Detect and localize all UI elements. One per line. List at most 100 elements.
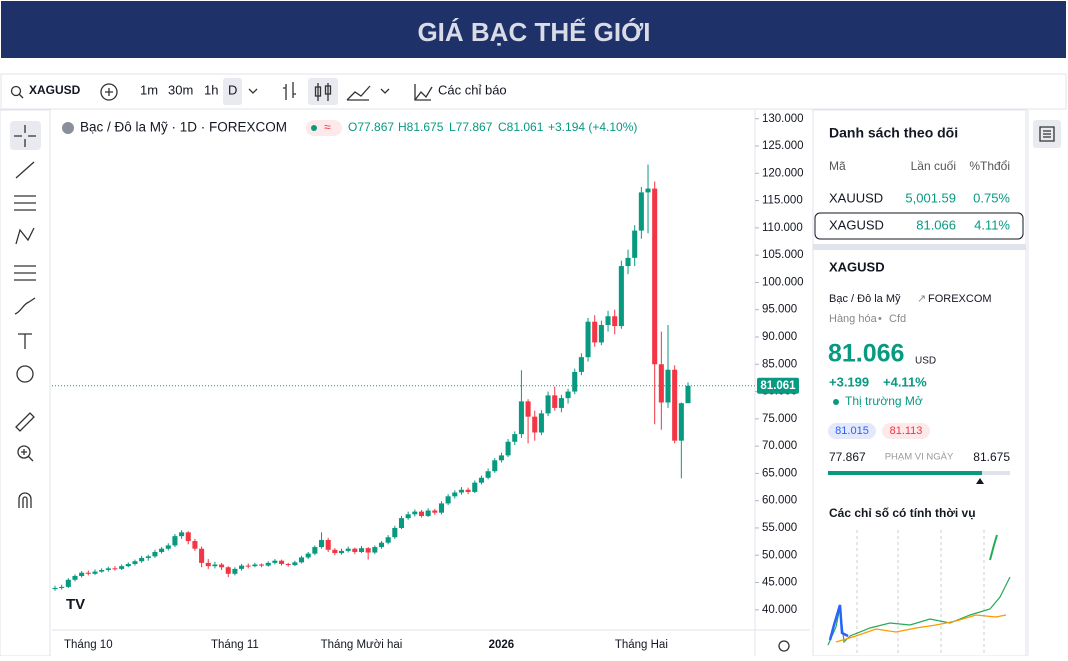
search-icon[interactable] xyxy=(10,85,22,97)
y-tick-label: 125.000 xyxy=(762,140,804,152)
bar-style[interactable] xyxy=(283,82,296,100)
candle-body xyxy=(392,527,398,538)
area-style[interactable] xyxy=(346,85,371,101)
candle-body xyxy=(92,571,98,574)
candle-body xyxy=(119,566,125,569)
candle-body xyxy=(452,492,458,497)
watch-symbol[interactable]: XAUUSD xyxy=(829,190,883,205)
candle-body xyxy=(618,266,624,327)
status-icon: ≈ xyxy=(324,120,331,134)
detail-exchange: FOREXCOM xyxy=(928,293,992,305)
detail-change: +3.199 xyxy=(829,374,869,389)
seasonal-title: Các chỉ số có tính thời vụ xyxy=(829,506,976,520)
candle-body xyxy=(685,385,691,404)
dropdown[interactable] xyxy=(248,88,258,94)
candle-body xyxy=(458,489,464,493)
column-header: %Thđổi xyxy=(969,159,1010,173)
candle-body xyxy=(199,548,205,563)
candle-style[interactable] xyxy=(308,78,338,105)
y-tick-label: 130.000 xyxy=(762,113,804,125)
settings[interactable] xyxy=(778,640,790,652)
tool-bar xyxy=(0,109,51,657)
candle-body xyxy=(105,568,111,570)
candle-body xyxy=(125,563,131,567)
candle-body xyxy=(518,401,524,435)
candle-body xyxy=(245,565,251,567)
candle-body xyxy=(59,586,65,588)
brush-tool[interactable] xyxy=(14,297,36,315)
status-dot xyxy=(833,399,839,405)
ruler-tool[interactable] xyxy=(15,412,35,432)
seasonal-grid xyxy=(856,530,985,656)
watch-selected[interactable] xyxy=(814,212,1024,240)
add-symbol[interactable] xyxy=(100,83,118,101)
watchlist-title: Danh sách theo dõi xyxy=(829,125,958,141)
candle-body xyxy=(332,549,338,554)
text-tool[interactable] xyxy=(18,333,32,349)
search-icon xyxy=(18,93,24,99)
magnet-tool[interactable] xyxy=(18,492,32,508)
interval[interactable]: 1m xyxy=(140,82,158,97)
candle-body xyxy=(432,510,438,513)
candle-body xyxy=(612,316,618,327)
detail-bid: 81.015 xyxy=(835,425,869,437)
indicators[interactable]: Các chỉ báo xyxy=(438,82,507,97)
candle-body xyxy=(132,561,138,564)
indicators-icon[interactable] xyxy=(414,84,433,101)
y-tick-label: 110.000 xyxy=(762,222,803,234)
cloud-icon xyxy=(62,122,74,134)
interval[interactable]: 30m xyxy=(168,82,193,97)
candle-body xyxy=(438,503,444,513)
candle-body xyxy=(259,564,265,566)
dropdown[interactable] xyxy=(380,88,390,94)
candle-body xyxy=(225,567,231,574)
watch-change: 0.75% xyxy=(973,190,1010,205)
candle-body xyxy=(552,395,558,408)
candle-body xyxy=(558,398,564,408)
crosshair-tool[interactable] xyxy=(14,125,36,147)
candle-body xyxy=(318,539,325,548)
watch-change: 4.11% xyxy=(974,217,1010,232)
chart-title: Bạc / Đô la Mỹ · 1D · FOREXCOM xyxy=(80,120,287,135)
candle-body xyxy=(665,369,671,403)
zoom-tool[interactable] xyxy=(17,445,31,459)
candle-body xyxy=(285,563,291,566)
candle-body xyxy=(358,548,365,552)
range-high: 81.675 xyxy=(973,450,1010,464)
candle-body xyxy=(72,575,78,580)
y-tick-label: 65.000 xyxy=(762,467,797,479)
candle-body xyxy=(139,557,145,562)
candle-body xyxy=(112,568,118,570)
y-tick-label: 45.000 xyxy=(762,577,797,589)
y-tick-label: 55.000 xyxy=(762,522,797,534)
candle-body xyxy=(578,357,584,372)
candle-body xyxy=(565,391,571,399)
candle-body xyxy=(172,536,178,546)
candle-body xyxy=(545,395,551,414)
fib-tool[interactable] xyxy=(14,195,36,211)
candle-body xyxy=(658,364,664,403)
interval[interactable]: D xyxy=(228,82,237,97)
interval[interactable]: 1h xyxy=(204,82,218,97)
emoji-tool[interactable] xyxy=(16,365,34,383)
watch-symbol[interactable]: XAGUSD xyxy=(829,217,884,232)
candle-body xyxy=(65,579,71,587)
line-tool[interactable] xyxy=(15,161,35,179)
separator: • xyxy=(878,313,882,325)
detail-symbol: XAGUSD xyxy=(829,259,885,274)
candle-body xyxy=(152,551,158,557)
symbol[interactable]: XAGUSD xyxy=(29,83,81,97)
candle-body xyxy=(252,564,258,567)
bid-pill xyxy=(828,423,876,439)
candle-body xyxy=(378,542,385,548)
y-tick-label: 75.000 xyxy=(762,413,797,425)
candle-body xyxy=(638,192,644,231)
y-tick-label: 85.000 xyxy=(762,358,797,370)
candle-body xyxy=(632,230,638,258)
candle-body xyxy=(425,510,431,516)
projection-tool[interactable] xyxy=(14,265,36,281)
candle-body xyxy=(232,568,238,574)
y-tick-label: 105.000 xyxy=(762,249,804,261)
pattern-tool[interactable] xyxy=(15,227,35,245)
